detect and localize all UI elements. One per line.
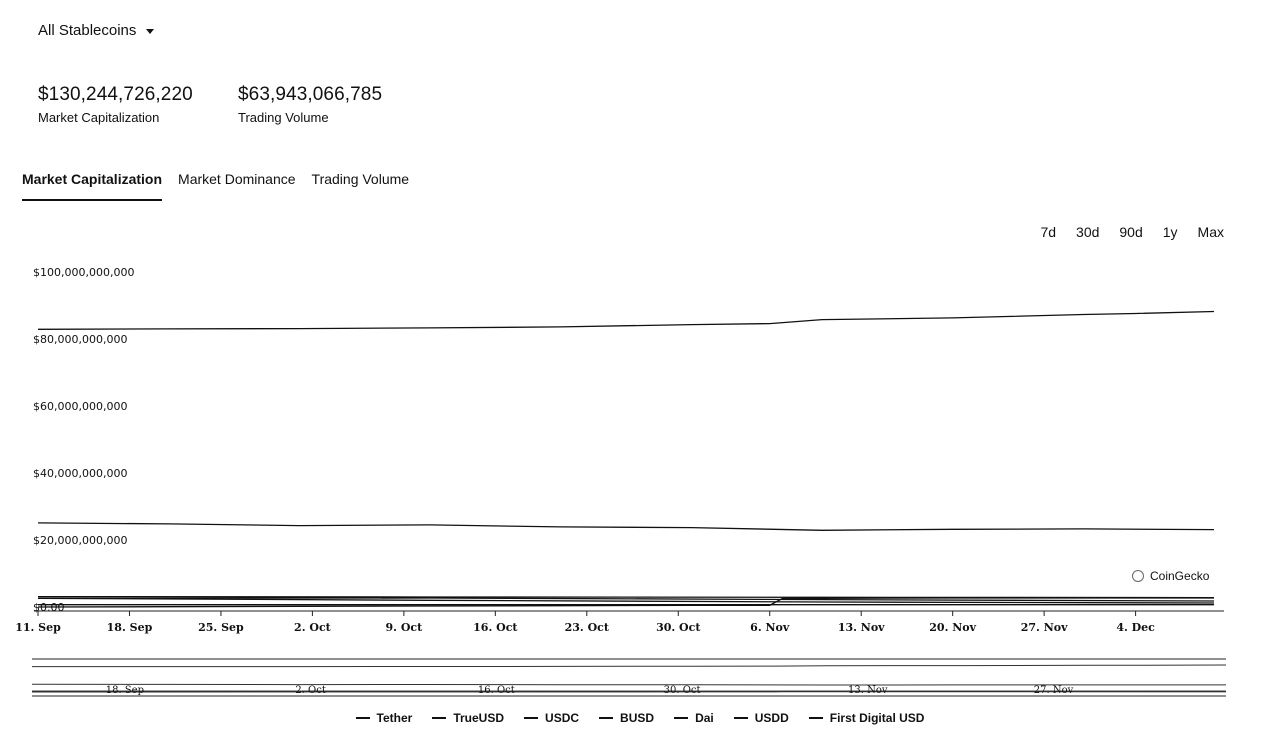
chart-tabs: Market Capitalization Market Dominance T… [22,171,409,201]
x-tick-label: 25. Sep [198,621,244,634]
x-tick-label: 30. Oct [656,621,701,634]
selector-label: All Stablecoins [38,22,137,39]
legend-swatch [432,717,447,719]
legend-item-usdc[interactable]: USDC [524,711,579,725]
navigator-tick-label: 27. Nov [1034,685,1074,696]
range-1y-button[interactable]: 1y [1162,224,1178,240]
navigator-tick-label: 16. Oct [478,685,515,696]
coin-category-selector[interactable]: All Stablecoins [38,22,155,39]
x-tick-label: 20. Nov [929,621,976,634]
x-tick-label: 18. Sep [107,621,153,634]
x-tick-label: 23. Oct [565,621,610,634]
legend-item-first-digital-usd[interactable]: First Digital USD [808,711,925,725]
x-tick-label: 11. Sep [15,621,61,634]
y-tick-label: $20,000,000,000 [33,534,127,547]
series-line-busd [37,597,1215,604]
x-tick-label: 16. Oct [473,621,518,634]
legend-label: BUSD [620,711,655,725]
legend-swatch [808,717,823,719]
legend-label: Tether [376,711,413,725]
legend-label: First Digital USD [829,711,925,725]
legend-label: TrueUSD [453,711,505,725]
y-tick-label: $40,000,000,000 [33,467,127,480]
range-7d-button[interactable]: 7d [1040,224,1057,240]
navigator-series-usdc [31,683,1226,686]
legend-swatch [355,717,370,719]
legend-label: USDC [545,711,580,725]
market-cap-stat: $130,244,726,220 Market Capitalization [38,84,193,125]
navigator-series-tether [32,664,1227,668]
x-tick-label: 2. Oct [294,621,332,634]
legend-swatch [733,717,748,719]
navigator-tick-label: 2. Oct [295,685,326,696]
legend-item-tether[interactable]: Tether [355,711,413,725]
tab-market-capitalization[interactable]: Market Capitalization [22,171,163,201]
tab-market-dominance[interactable]: Market Dominance [178,171,296,187]
series-line-tether [37,310,1215,330]
navigator-tick-label: 30. Oct [664,685,701,696]
legend-label: USDD [754,711,789,725]
x-tick-label: 9. Oct [386,621,424,634]
x-tick-label: 13. Nov [838,621,885,634]
series-line-dai [37,595,1215,599]
range-30d-button[interactable]: 30d [1076,224,1100,240]
legend-swatch [599,717,614,719]
navigator-tick-label: 18. Sep [106,685,144,696]
y-tick-label: $100,000,000,000 [33,266,134,279]
legend-item-trueusd[interactable]: TrueUSD [432,711,504,725]
legend-item-dai[interactable]: Dai [674,711,714,725]
series-line-usdc [37,522,1215,531]
market-cap-caption: Market Capitalization [38,110,160,125]
x-tick-label: 4. Dec [1116,621,1155,634]
legend-label: Dai [695,711,714,725]
x-tick-label: 6. Nov [750,621,790,634]
legend-item-usdd[interactable]: USDD [733,711,789,725]
legend-swatch [524,717,539,719]
chart-credit[interactable]: CoinGecko [1132,569,1209,583]
x-tick-label: 27. Nov [1021,621,1068,634]
trading-volume-caption: Trading Volume [238,110,329,125]
y-tick-label: $60,000,000,000 [33,400,127,413]
credit-label: CoinGecko [1150,569,1210,583]
chart-legend: Tether TrueUSD USDC BUSD Dai USDD First Digita… [0,711,1280,725]
series-line-trueusd [37,597,1215,602]
time-range-selector: 7d 30d 90d 1y Max [1040,224,1224,240]
trading-volume-stat: $63,943,066,785 Trading Volume [238,84,382,125]
tab-trading-volume[interactable]: Trading Volume [311,171,410,187]
range-90d-button[interactable]: 90d [1119,224,1143,240]
navigator-tick-label: 13. Nov [848,685,888,696]
trading-volume-value: $63,943,066,785 [238,84,383,105]
legend-item-busd[interactable]: BUSD [599,711,654,725]
caret-down-icon [146,29,155,34]
coingecko-logo-icon [1132,570,1144,582]
legend-swatch [674,717,689,719]
range-max-button[interactable]: Max [1197,224,1224,240]
market-cap-value: $130,244,726,220 [38,84,193,105]
y-tick-label: $80,000,000,000 [33,333,127,346]
